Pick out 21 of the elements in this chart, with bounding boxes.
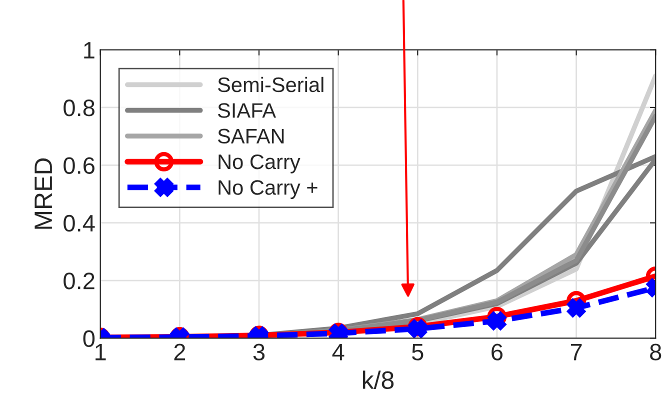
- y-tick-label: 0: [83, 330, 95, 348]
- y-tick-label: 0.2: [64, 272, 94, 290]
- x-tick-label: 6: [492, 344, 502, 360]
- x-tick-label: 1: [96, 344, 106, 360]
- y-tick-label: 1: [84, 42, 94, 58]
- legend-label: SIAFA: [218, 103, 276, 118]
- y-tick-label: 0.6: [64, 157, 94, 174]
- x-tick-label: 2: [174, 344, 186, 360]
- y-tick-label: 0.4: [64, 214, 95, 232]
- x-axis-title: k/8: [362, 370, 394, 390]
- x-tick-label: 8: [650, 344, 662, 360]
- y-tick-label: 0.8: [64, 100, 94, 116]
- x-tick-label: 4: [332, 344, 344, 360]
- x-tick-label: 5: [412, 344, 424, 360]
- legend-label: No Carry +: [218, 180, 318, 199]
- y-axis-title: MRED: [34, 158, 52, 229]
- x-tick-label: 7: [570, 344, 582, 360]
- legend-label: No Carry: [218, 154, 300, 174]
- x-tick-label: 3: [253, 344, 265, 360]
- legend-label: SAFAN: [218, 128, 284, 144]
- legend-label: Semi-Serial: [218, 76, 324, 92]
